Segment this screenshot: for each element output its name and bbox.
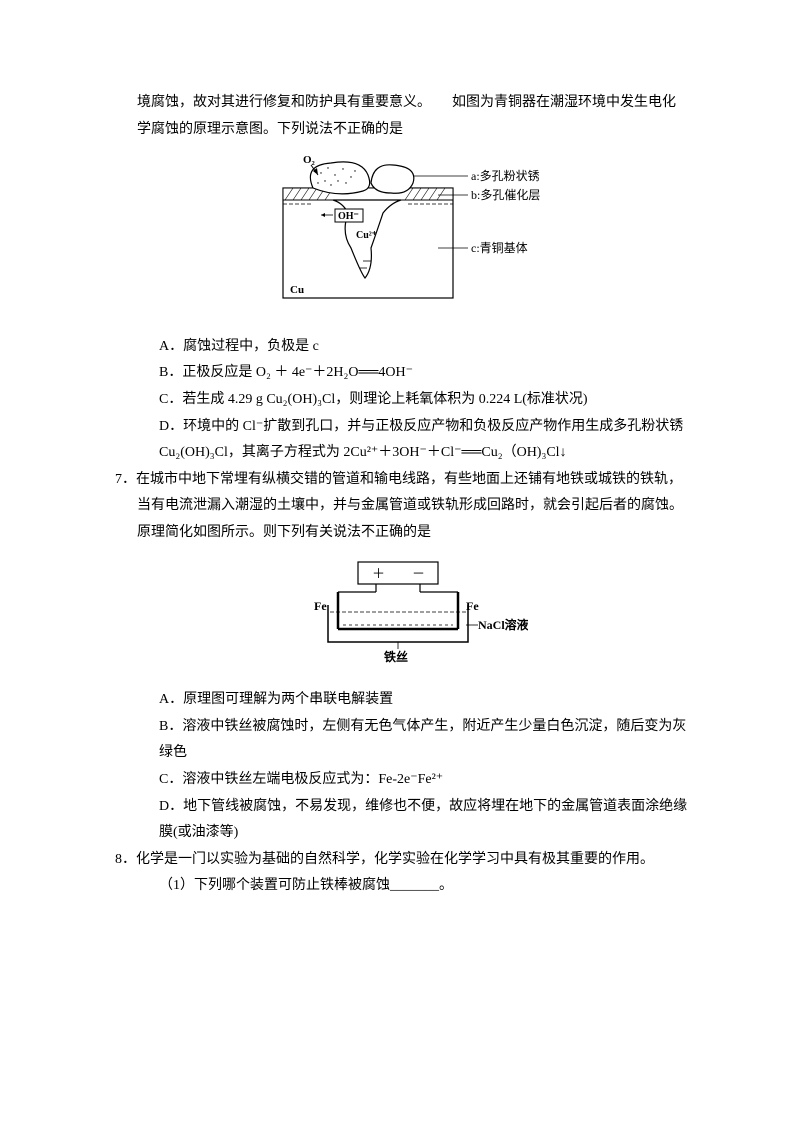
q6-option-a: A．腐蚀过程中，负极是 c (115, 334, 700, 361)
svg-text:NaCl溶液: NaCl溶液 (478, 617, 528, 632)
q7-option-d1: D．地下管线被腐蚀，不易发现，维修也不便，故应将埋在地下的金属管道表面涂绝缘 (115, 794, 700, 821)
svg-text:Cu²⁺: Cu²⁺ (356, 230, 377, 241)
svg-text:－: － (412, 566, 425, 581)
svg-text:＋: ＋ (372, 566, 385, 581)
q7-option-c: C．溶液中铁丝左端电极反应式为：Fe-2e⁻Fe²⁺ (115, 767, 700, 794)
svg-text:Fe: Fe (466, 599, 479, 613)
q7-option-a: A．原理图可理解为两个串联电解装置 (115, 687, 700, 714)
q7-text1: 在城市中地下常埋有纵横交错的管道和输电线路，有些地面上还铺有地铁或城铁的铁轨， (136, 472, 682, 487)
q7-option-b1: B．溶液中铁丝被腐蚀时，左侧有无色气体产生，附近产生少量白色沉淀，随后变为灰 (115, 714, 700, 741)
svg-text:Cu: Cu (290, 284, 304, 296)
svg-text:铁丝: 铁丝 (384, 649, 408, 664)
q7-option-d2: 膜(或油漆等) (115, 820, 700, 847)
svg-text:O₂: O₂ (303, 154, 316, 166)
svg-text:c:青铜基体: c:青铜基体 (471, 240, 528, 255)
q6-option-c: C．若生成 4.29 g Cu₂(OH)₃Cl，则理论上耗氧体积为 0.224 … (115, 387, 700, 414)
q6-option-b: B．正极反应是 O₂ ＋ 4e⁻＋2H₂O══4OH⁻ (115, 360, 700, 387)
q7-option-b2: 绿色 (115, 740, 700, 767)
q8-text1: 化学是一门以实验为基础的自然科学，化学实验在化学学习中具有极其重要的作用。 (136, 852, 654, 867)
q7-line2: 当有电流泄漏入潮湿的土壤中，并与金属管道或铁轨形成回路时，就会引起后者的腐蚀。 (115, 493, 700, 520)
q7-number: 7． (115, 472, 136, 487)
q8-number: 8． (115, 852, 136, 867)
q8-sub1: （1）下列哪个装置可防止铁棒被腐蚀_______。 (115, 873, 700, 900)
q7-figure: ＋ － Fe Fe NaCl溶液 铁丝 (115, 557, 700, 678)
q8-line1: 8．化学是一门以实验为基础的自然科学，化学实验在化学学习中具有极其重要的作用。 (115, 847, 700, 874)
q7-line1: 7．在城市中地下常埋有纵横交错的管道和输电线路，有些地面上还铺有地铁或城铁的铁轨… (115, 467, 700, 494)
q6-option-d1: D．环境中的 Cl⁻扩散到孔口，并与正极反应产物和负极反应产物作用生成多孔粉状锈 (115, 414, 700, 441)
q6-intro-line2: 学腐蚀的原理示意图。下列说法不正确的是 (115, 117, 700, 144)
svg-text:b:多孔催化层: b:多孔催化层 (471, 188, 540, 202)
q6-option-d2: Cu₂(OH)₃Cl，其离子方程式为 2Cu²⁺＋3OH⁻＋Cl⁻══Cu₂（O… (115, 440, 700, 467)
svg-text:a:多孔粉状锈: a:多孔粉状锈 (471, 169, 540, 183)
q6-intro-line1: 境腐蚀，故对其进行修复和防护具有重要意义。 如图为青铜器在潮湿环境中发生电化 (115, 90, 700, 117)
svg-text:OH⁻: OH⁻ (338, 211, 359, 222)
svg-text:Fe: Fe (314, 599, 327, 613)
q6-figure: O₂ OH⁻ Cu²⁺ Cu a:多孔粉状锈 b:多孔催化层 (115, 153, 700, 324)
q7-line3: 原理简化如图所示。则下列有关说法不正确的是 (115, 520, 700, 547)
